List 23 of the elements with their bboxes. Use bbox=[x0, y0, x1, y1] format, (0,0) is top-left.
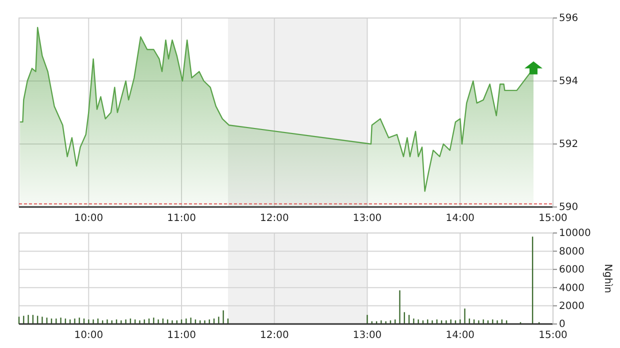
x-tick-label: 13:00 bbox=[352, 330, 382, 342]
x-tick-label: 14:00 bbox=[446, 213, 475, 224]
x-tick-label: 11:00 bbox=[167, 330, 196, 342]
y-tick-label: 8000 bbox=[559, 246, 584, 258]
x-tick-label: 14:00 bbox=[446, 330, 475, 342]
x-tick-label: 13:00 bbox=[352, 213, 382, 224]
x-tick-label: 12:00 bbox=[260, 330, 289, 342]
x-tick-label: 15:00 bbox=[538, 213, 568, 224]
y-axis-title: Nghìn bbox=[602, 264, 613, 294]
y-tick-label: 6000 bbox=[559, 264, 584, 276]
y-tick-label: 590 bbox=[559, 202, 578, 214]
y-tick-label: 10000 bbox=[559, 228, 591, 240]
x-tick-label: 11:00 bbox=[167, 213, 196, 224]
y-tick-label: 0 bbox=[559, 319, 566, 330]
x-tick-label: 10:00 bbox=[74, 213, 104, 224]
x-tick-label: 10:00 bbox=[74, 330, 104, 342]
y-tick-label: 596 bbox=[559, 13, 578, 24]
x-tick-label: 15:00 bbox=[538, 330, 568, 342]
y-tick-label: 4000 bbox=[559, 282, 584, 294]
x-tick-label: 12:00 bbox=[260, 213, 289, 224]
y-tick-label: 592 bbox=[559, 139, 578, 150]
y-tick-label: 594 bbox=[559, 76, 578, 88]
y-tick-label: 2000 bbox=[559, 301, 584, 312]
